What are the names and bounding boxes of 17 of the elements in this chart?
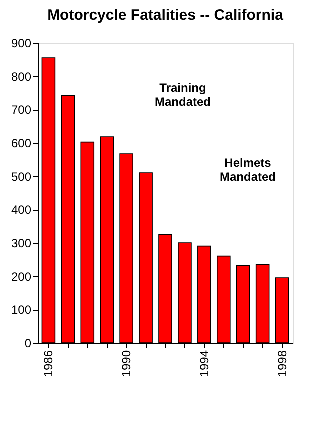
y-tick-label: 300 (11, 236, 32, 250)
y-tick-label: 900 (11, 36, 32, 50)
x-tick-label: 1986 (42, 350, 56, 378)
x-tick-label: 1994 (197, 350, 212, 378)
y-tick-label: 0 (24, 336, 32, 350)
y-tick-label: 100 (11, 303, 32, 318)
y-tick-label: 800 (11, 70, 32, 84)
annotation: Helmets Mandated (220, 156, 276, 184)
y-tick-label: 600 (11, 136, 32, 150)
y-tick-label: 400 (11, 203, 32, 218)
chart-title: Motorcycle Fatalities -- California (48, 7, 284, 24)
y-tick-label: 700 (11, 103, 32, 118)
x-tick-label: 1998 (275, 350, 290, 378)
y-tick-label: 500 (11, 170, 32, 184)
annotation: Training Mandated (154, 81, 212, 109)
x-tick-label: 1990 (120, 350, 134, 378)
y-tick-label: 200 (11, 270, 32, 284)
